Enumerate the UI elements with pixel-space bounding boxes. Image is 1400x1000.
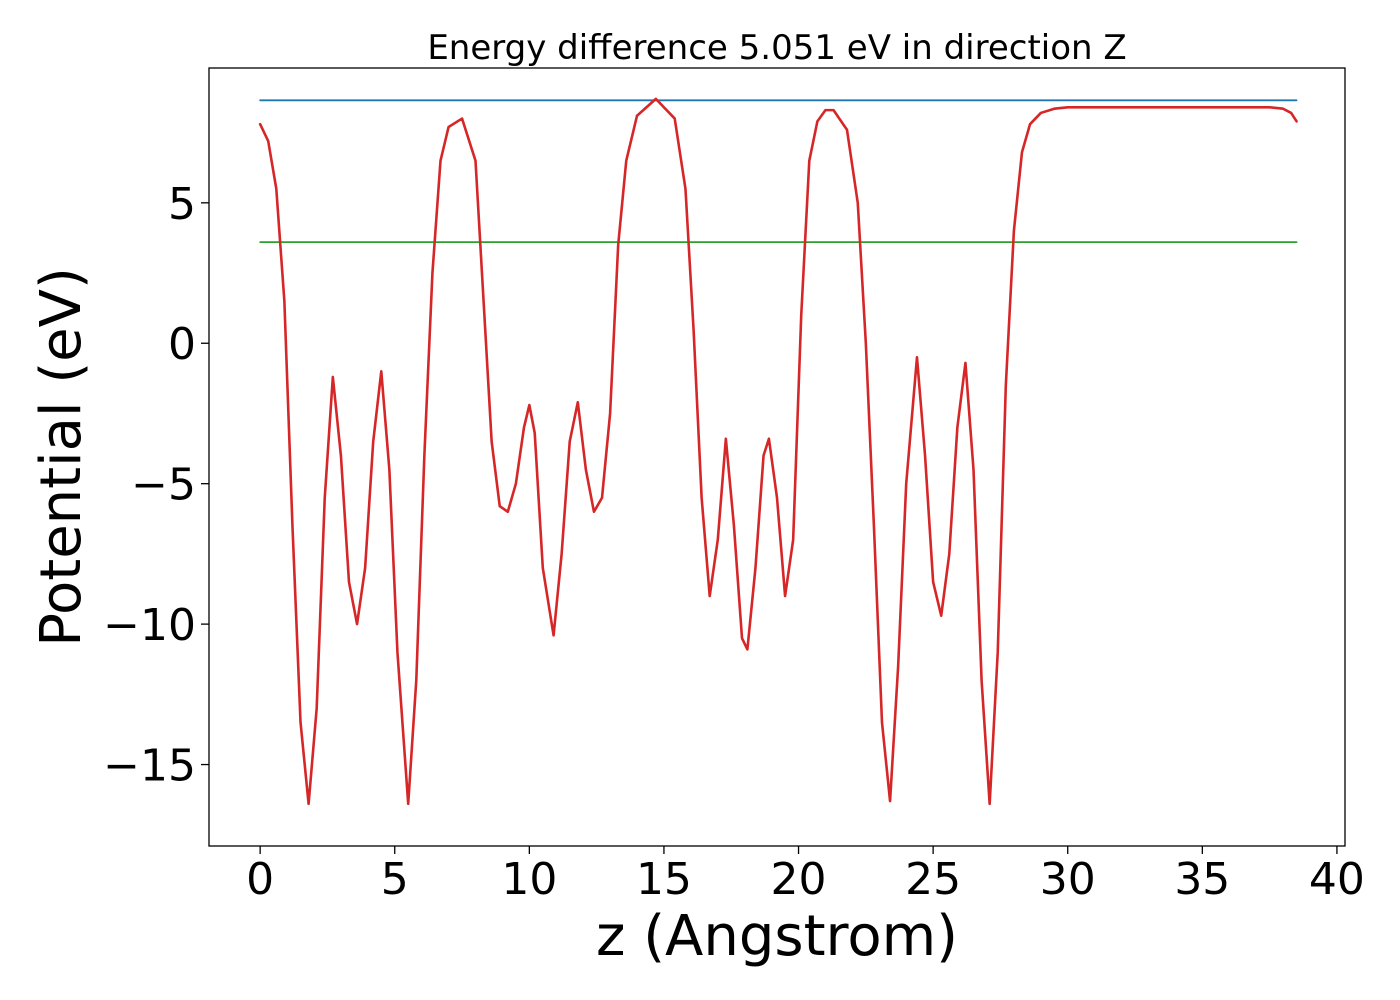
y-tick-label: −15 [103,741,196,792]
y-tick-label: 5 [168,179,196,230]
y-axis-label: Potential (eV) [29,267,94,647]
x-tick-label: 15 [636,854,692,905]
x-tick-label: 25 [905,854,961,905]
x-tick-label: 20 [771,854,827,905]
chart-title: Energy difference 5.051 eV in direction … [427,28,1126,68]
y-axis-ticks: −15 −10 −5 0 5 [103,179,209,792]
plot-frame [208,67,1346,847]
x-axis-ticks: 0 5 10 15 20 25 30 35 40 [246,846,1365,905]
x-tick-label: 40 [1309,854,1365,905]
x-tick-label: 30 [1040,854,1096,905]
x-tick-label: 35 [1174,854,1230,905]
x-axis-label: z (Angstrom) [596,904,958,969]
y-tick-label: −10 [103,600,196,651]
series-line-0 [258,97,1298,806]
x-tick-label: 0 [246,854,274,905]
y-tick-label: 0 [168,319,196,370]
x-tick-label: 5 [381,854,409,905]
series-layer [258,97,1298,806]
x-tick-label: 10 [501,854,557,905]
y-tick-label: −5 [131,460,196,511]
